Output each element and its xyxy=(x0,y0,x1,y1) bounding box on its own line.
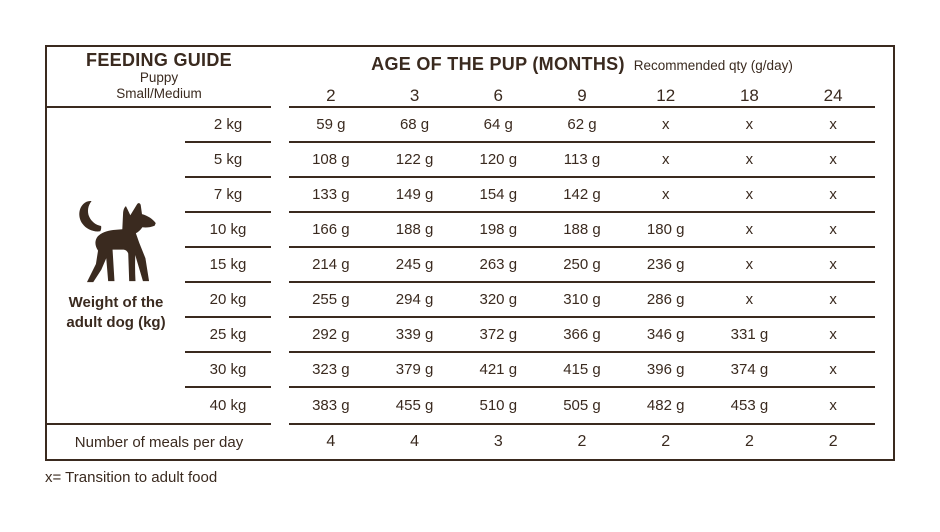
age-column-header: 3 xyxy=(372,86,457,108)
meals-value: 4 xyxy=(289,423,373,459)
weight-cell: 30 kg xyxy=(185,353,271,388)
qty-cell: 383 g xyxy=(312,397,350,414)
qty-cell: 59 g xyxy=(289,108,373,143)
weight-cell: 25 kg xyxy=(185,318,271,353)
qty-cell: 372 g xyxy=(456,318,541,353)
dog-icon xyxy=(79,201,156,283)
meals-value: 2 xyxy=(791,423,875,459)
qty-cell: 198 g xyxy=(456,213,541,248)
qty-cell: x xyxy=(791,108,875,143)
age-title: AGE OF THE PUP (MONTHS) xyxy=(371,54,625,74)
qty-cell: 453 g xyxy=(730,397,769,414)
meals-value: 2 xyxy=(623,423,708,459)
qty-cell: 188 g xyxy=(540,213,624,248)
qty-cell: 188 g xyxy=(372,213,457,248)
qty-cell: 236 g xyxy=(623,248,708,283)
qty-cell: 505 g xyxy=(563,397,601,414)
qty-cell: 396 g xyxy=(623,353,708,388)
qty-cell: 339 g xyxy=(372,318,457,353)
meals-value: 2 xyxy=(707,423,792,459)
qty-cell: 245 g xyxy=(372,248,457,283)
qty-cell: 331 g xyxy=(707,318,792,353)
qty-cell: 421 g xyxy=(456,353,541,388)
qty-cell: 166 g xyxy=(289,213,373,248)
qty-cell: 113 g xyxy=(540,143,624,178)
qty-cell: x xyxy=(707,248,792,283)
age-column-header: 2 xyxy=(289,86,373,108)
qty-cell: 214 g xyxy=(289,248,373,283)
age-column-header: 18 xyxy=(707,86,792,108)
qty-cell: 180 g xyxy=(623,213,708,248)
meals-per-day-label: Number of meals per day xyxy=(47,423,271,459)
weight-cell: 40 kg xyxy=(209,397,247,414)
qty-cell: x xyxy=(623,143,708,178)
size-label: Small/Medium xyxy=(116,86,202,102)
transition-footnote: x= Transition to adult food xyxy=(45,469,218,486)
qty-cell: 120 g xyxy=(456,143,541,178)
meals-value: 3 xyxy=(456,423,541,459)
weight-cell: 10 kg xyxy=(185,213,271,248)
adult-weight-legend: Weight of the adult dog (kg) xyxy=(47,108,185,423)
table-header-left: FEEDING GUIDE Puppy Small/Medium xyxy=(47,47,271,108)
age-column-header: 6 xyxy=(456,86,541,108)
qty-cell: 250 g xyxy=(540,248,624,283)
age-column-header: 24 xyxy=(791,86,875,108)
qty-cell: x xyxy=(791,318,875,353)
qty-cell: 294 g xyxy=(372,283,457,318)
weight-cell: 5 kg xyxy=(185,143,271,178)
qty-cell: 62 g xyxy=(540,108,624,143)
qty-cell: 255 g xyxy=(289,283,373,318)
qty-cell: x xyxy=(623,178,708,213)
qty-cell: x xyxy=(791,353,875,388)
weight-cell: 2 kg xyxy=(185,108,271,143)
qty-cell: 133 g xyxy=(289,178,373,213)
qty-cell: 415 g xyxy=(540,353,624,388)
qty-cell: 510 g xyxy=(479,397,518,414)
meals-value: 2 xyxy=(540,423,624,459)
feeding-guide-title: FEEDING GUIDE xyxy=(86,49,232,70)
qty-cell: 374 g xyxy=(707,353,792,388)
qty-cell: x xyxy=(791,213,875,248)
qty-cell: 346 g xyxy=(623,318,708,353)
qty-cell: 68 g xyxy=(372,108,457,143)
age-column-header: 12 xyxy=(623,86,708,108)
qty-cell: 122 g xyxy=(372,143,457,178)
qty-cell: 149 g xyxy=(372,178,457,213)
adult-weight-label: Weight of the adult dog (kg) xyxy=(66,294,166,331)
qty-cell: 154 g xyxy=(456,178,541,213)
qty-cell: 455 g xyxy=(395,397,434,414)
qty-cell: x xyxy=(791,248,875,283)
qty-cell: 379 g xyxy=(372,353,457,388)
qty-cell: 286 g xyxy=(623,283,708,318)
qty-cell: 292 g xyxy=(289,318,373,353)
qty-cell: 64 g xyxy=(456,108,541,143)
age-column-header: 9 xyxy=(540,86,624,108)
qty-cell: 320 g xyxy=(456,283,541,318)
qty-cell: x xyxy=(707,143,792,178)
qty-cell: 323 g xyxy=(289,353,373,388)
meals-value: 4 xyxy=(372,423,457,459)
qty-cell: x xyxy=(791,178,875,213)
qty-cell: 366 g xyxy=(540,318,624,353)
weight-cell: 15 kg xyxy=(185,248,271,283)
puppy-label: Puppy xyxy=(139,70,179,86)
qty-cell: x xyxy=(707,213,792,248)
qty-cell: x xyxy=(707,283,792,318)
qty-cell: 142 g xyxy=(540,178,624,213)
qty-cell: 263 g xyxy=(456,248,541,283)
table-header-age: AGE OF THE PUP (MONTHS) Recommended qty … xyxy=(289,47,875,87)
qty-cell: 310 g xyxy=(540,283,624,318)
qty-cell: x xyxy=(707,108,792,143)
qty-cell: 482 g xyxy=(646,397,685,414)
qty-cell: x xyxy=(791,283,875,318)
qty-cell: x xyxy=(623,108,708,143)
qty-cell: x xyxy=(791,143,875,178)
age-subtitle: Recommended qty (g/day) xyxy=(633,58,793,73)
qty-cell: x xyxy=(707,178,792,213)
qty-cell: x xyxy=(829,397,837,414)
weight-cell: 20 kg xyxy=(185,283,271,318)
qty-cell: 108 g xyxy=(289,143,373,178)
feeding-guide-table: FEEDING GUIDE Puppy Small/Medium AGE OF … xyxy=(45,45,895,461)
weight-cell: 7 kg xyxy=(185,178,271,213)
